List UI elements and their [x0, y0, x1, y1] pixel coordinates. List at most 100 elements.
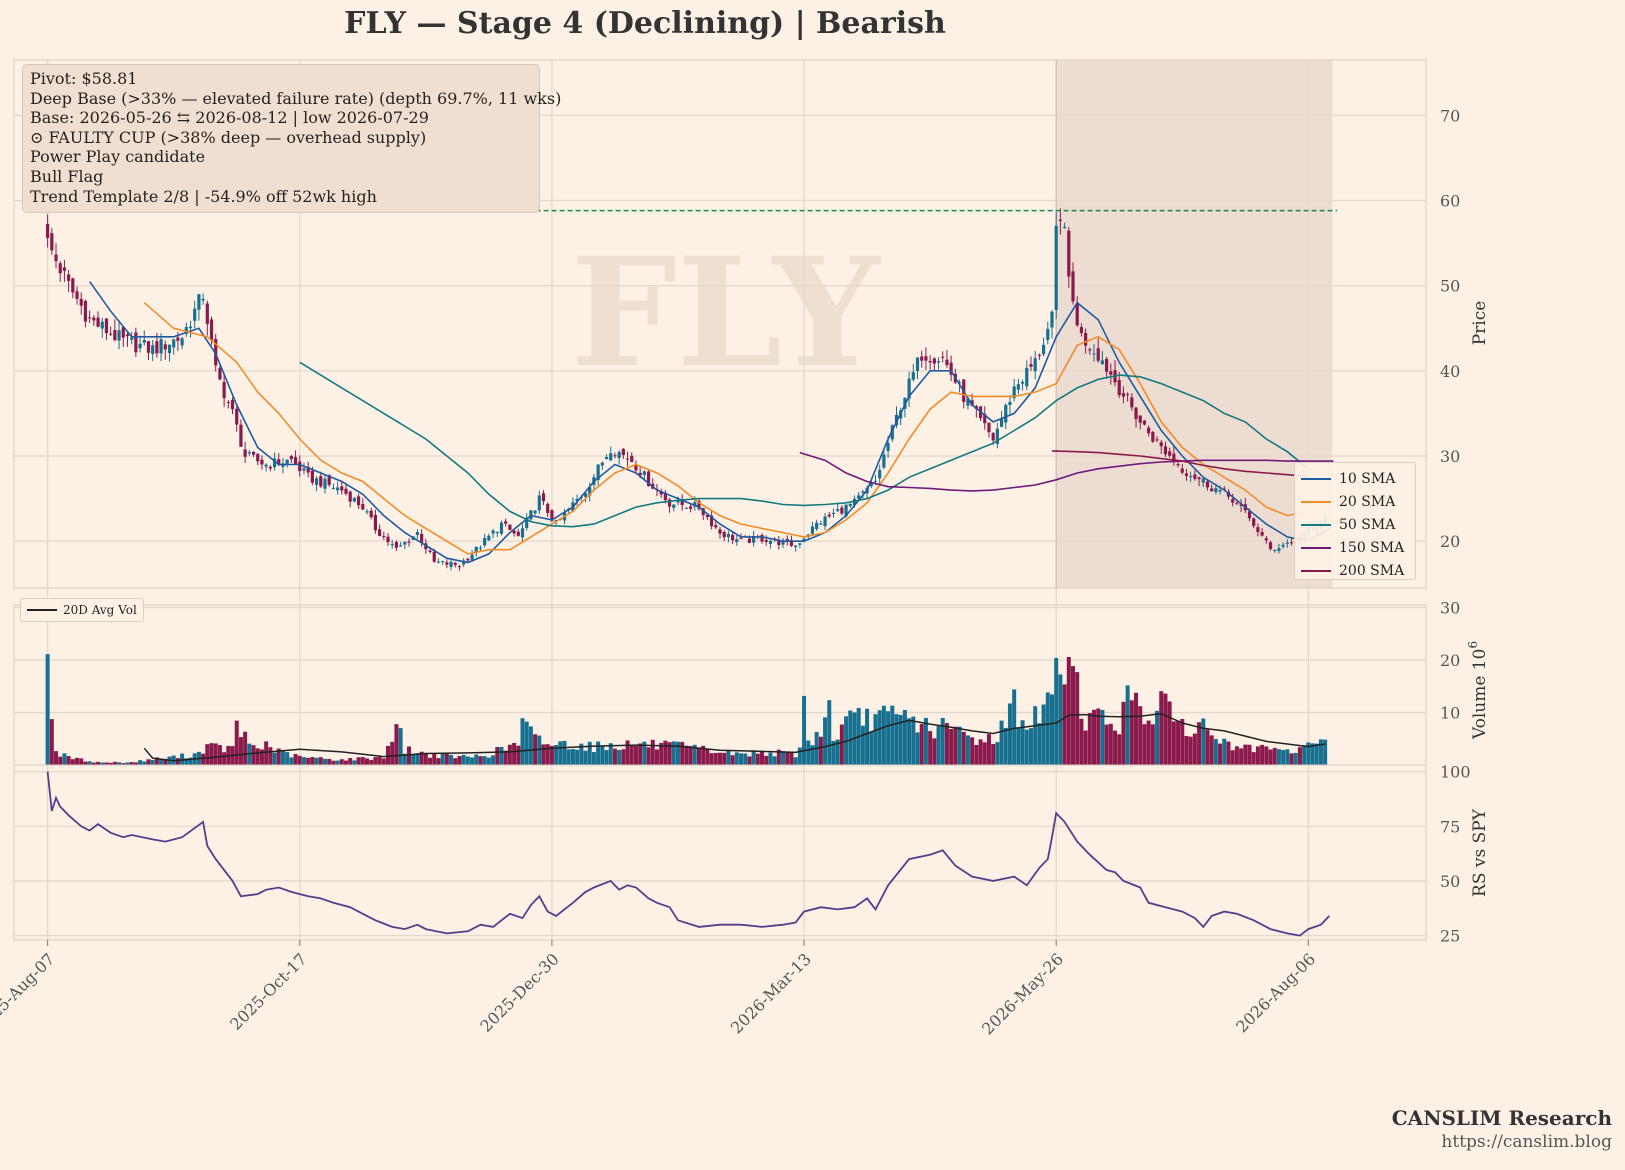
volume-bar [911, 716, 916, 765]
volume-bar [91, 762, 96, 765]
volume-bar [1209, 735, 1214, 765]
volume-bar [301, 757, 306, 765]
candle-body [537, 495, 541, 511]
candle-body [466, 558, 470, 561]
info-faulty-cup: ⊙ FAULTY CUP (>38% deep — overhead suppl… [30, 127, 427, 147]
candle-body [1205, 481, 1210, 488]
volume-bar [1234, 746, 1239, 765]
candle-body [529, 510, 533, 520]
candle-body [415, 531, 420, 535]
info-box: Pivot: $58.81 Deep Base (>33% — elevated… [22, 64, 561, 213]
candle-body [625, 458, 630, 460]
candle-body [1126, 394, 1130, 396]
volume-bar [1037, 723, 1042, 765]
candle-body [1172, 453, 1176, 463]
volume-bar [902, 709, 907, 765]
volume-bar [1184, 736, 1189, 765]
candle-body [491, 530, 495, 534]
volume-bar [806, 740, 811, 765]
rs-tick-label: 75 [1440, 817, 1460, 836]
candle-body [785, 538, 789, 541]
volume-bar [1045, 692, 1050, 765]
volume-bar [318, 757, 323, 765]
volume-bar [869, 731, 874, 765]
candle-body [1084, 332, 1088, 346]
candle-body [928, 361, 932, 363]
candle-body [201, 298, 205, 301]
volume-bar [1255, 746, 1260, 765]
candle-body [1214, 488, 1218, 493]
brand-url[interactable]: https://canslim.blog [1441, 1132, 1612, 1152]
candle-body [1025, 367, 1029, 387]
volume-bar [1054, 657, 1059, 765]
candle-body [1197, 477, 1201, 480]
legend-label: 10 SMA [1339, 470, 1396, 487]
candle-body [777, 540, 781, 546]
volume-bar [180, 753, 185, 765]
volume-bar [259, 749, 264, 765]
candle-body [260, 459, 264, 465]
volume-bar [1092, 709, 1097, 765]
candle-body [420, 533, 424, 543]
volume-bar [755, 753, 760, 765]
candle-body [483, 538, 487, 546]
candle-body [1071, 271, 1075, 302]
volume-bar [709, 753, 714, 765]
volume-bar [348, 758, 353, 765]
candle-body [735, 539, 739, 543]
volume-bar [1276, 749, 1281, 765]
volume-bar [890, 705, 895, 765]
brand-block: CANSLIM Research https://canslim.blog [1392, 1106, 1612, 1152]
candle-body [226, 402, 230, 404]
volume-bar [1230, 750, 1235, 765]
candle-body [764, 540, 768, 542]
volume-bar [1100, 709, 1105, 765]
info-bull-flag: Bull Flag [30, 166, 104, 186]
volume-bar [209, 743, 214, 765]
candle-body [873, 480, 878, 482]
volume-bar [62, 753, 67, 765]
candle-body [71, 278, 75, 293]
volume-bar [957, 726, 962, 765]
candle-body [621, 448, 625, 455]
volume-bar [1049, 694, 1054, 765]
candle-body [399, 545, 403, 547]
candle-body [403, 542, 407, 545]
candle-body [67, 274, 71, 281]
candle-body [836, 509, 840, 512]
candle-body [151, 345, 155, 354]
candle-body [1130, 397, 1134, 408]
candle-body [1247, 511, 1252, 519]
volume-bar [671, 741, 676, 765]
volume-bar [873, 714, 878, 765]
candle-body [264, 464, 268, 467]
volume-bar [1180, 719, 1185, 765]
volume-bar [486, 757, 491, 765]
volume-bar [503, 750, 508, 765]
candle-body [688, 506, 693, 509]
volume-tick-label: 30 [1440, 599, 1460, 618]
candle-body [344, 488, 348, 494]
volume-bar [83, 761, 88, 765]
volume-bar [335, 760, 340, 765]
candle-body [966, 398, 970, 406]
volume-bar [986, 734, 991, 765]
candle-body [230, 399, 235, 410]
volume-bar [898, 714, 903, 765]
volume-bar [133, 762, 138, 765]
volume-bar [583, 750, 588, 765]
candle-body [760, 535, 764, 542]
candle-body [268, 466, 272, 469]
volume-bar [646, 747, 651, 765]
candle-body [1016, 384, 1020, 390]
volume-bar [596, 741, 601, 765]
candle-body [306, 466, 310, 473]
candle-body [646, 471, 651, 487]
volume-bar [251, 745, 256, 765]
candle-body [999, 418, 1004, 427]
candle-body [541, 493, 546, 502]
candle-body [1285, 542, 1289, 544]
candle-body [1041, 344, 1046, 355]
volume-bar [1318, 739, 1323, 765]
candle-body [932, 358, 936, 364]
